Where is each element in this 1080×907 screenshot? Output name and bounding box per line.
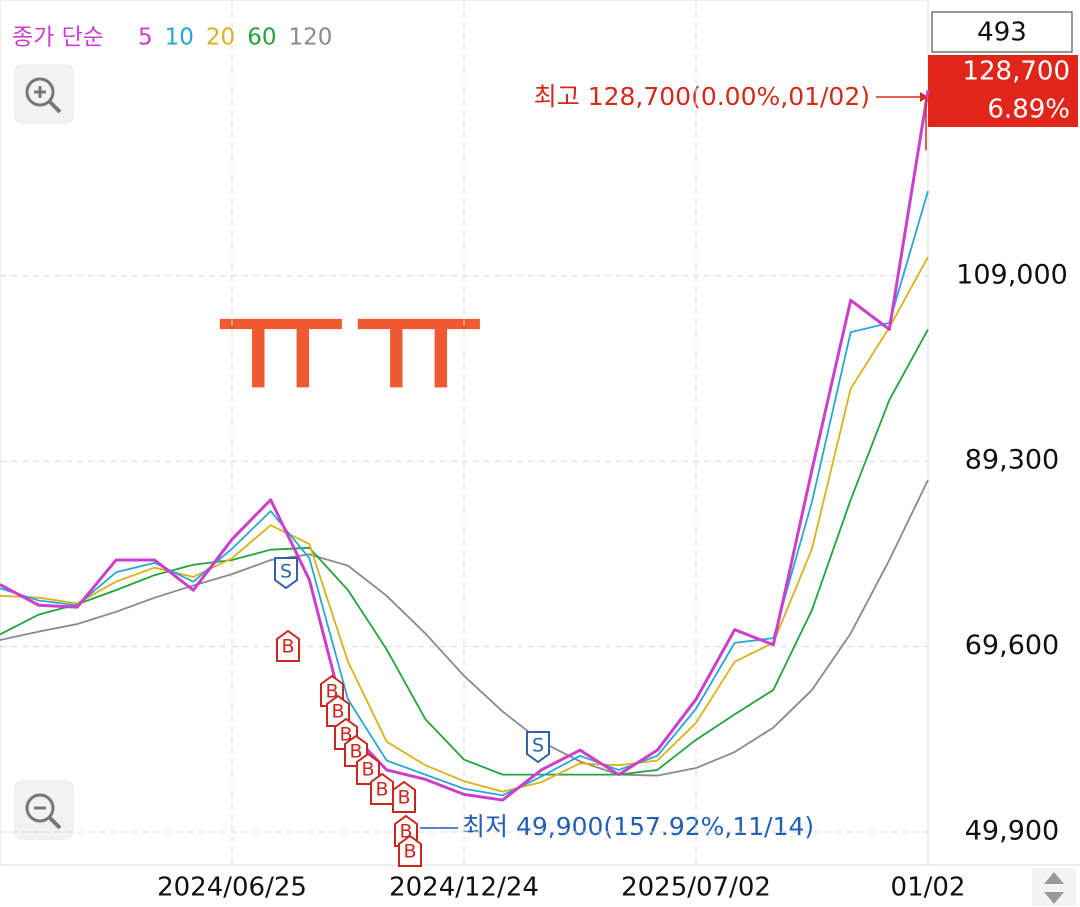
- signal-label: B: [375, 779, 388, 801]
- y-tick-label: 109,000: [956, 259, 1068, 290]
- signal-marker: S: [526, 731, 550, 764]
- signal-label: B: [397, 787, 410, 809]
- last-price-box: [928, 55, 1078, 127]
- legend-title: 종가 단순: [12, 25, 104, 51]
- series-line: [0, 90, 930, 802]
- legend-entry: 20: [206, 25, 235, 51]
- x-tick-label: 2025/07/02: [621, 873, 771, 903]
- signal-marker: B: [276, 629, 300, 662]
- signal-label: B: [403, 841, 416, 863]
- y-tick-label: 89,300: [965, 445, 1059, 476]
- signal-marker: S: [274, 557, 298, 590]
- signal-label: S: [280, 561, 292, 583]
- signal-label: B: [349, 741, 362, 763]
- zoom-out[interactable]: [14, 780, 74, 840]
- low-annotation: 최저 49,900(157.92%,11/14): [462, 812, 814, 841]
- signal-label: S: [532, 735, 544, 757]
- y-tick-label: 69,600: [965, 630, 1059, 661]
- legend-entry: 120: [288, 25, 332, 51]
- high-arrowhead: [920, 92, 928, 102]
- count-value: 493: [977, 18, 1027, 48]
- signal-shape: [274, 557, 298, 590]
- x-tick-label: 01/02: [891, 873, 966, 903]
- signal-label: B: [281, 636, 294, 658]
- doodle: ㅠㅠ: [212, 259, 488, 433]
- signal-shape: [392, 780, 416, 813]
- change-pct: 6.89%: [987, 95, 1070, 125]
- signal-marker: B: [326, 694, 350, 727]
- scroll-arrows[interactable]: [1032, 868, 1076, 906]
- high-annotation: 최고 128,700(0.00%,01/02): [534, 82, 870, 111]
- signal-shape: [370, 772, 394, 805]
- last-price: 128,700: [962, 57, 1070, 87]
- signal-marker: B: [370, 772, 394, 805]
- count-box: [931, 11, 1073, 53]
- zoom-in[interactable]: [14, 64, 74, 124]
- series-line: [0, 329, 929, 776]
- series-line: [0, 479, 929, 777]
- legend-entry: 5: [138, 25, 153, 51]
- x-tick-label: 2024/06/25: [157, 873, 307, 903]
- signal-marker: B: [398, 834, 422, 867]
- signal-shape: [276, 629, 300, 662]
- signal-shape: [398, 834, 422, 867]
- x-tick-label: 2024/12/24: [389, 873, 539, 903]
- signal-shape: [526, 731, 550, 764]
- signal-label: B: [361, 759, 374, 781]
- signal-marker: B: [392, 780, 416, 813]
- signal-label: B: [331, 701, 344, 723]
- legend-entry: 10: [165, 25, 194, 51]
- y-tick-label: 49,900: [965, 816, 1059, 847]
- legend-entry: 60: [247, 25, 276, 51]
